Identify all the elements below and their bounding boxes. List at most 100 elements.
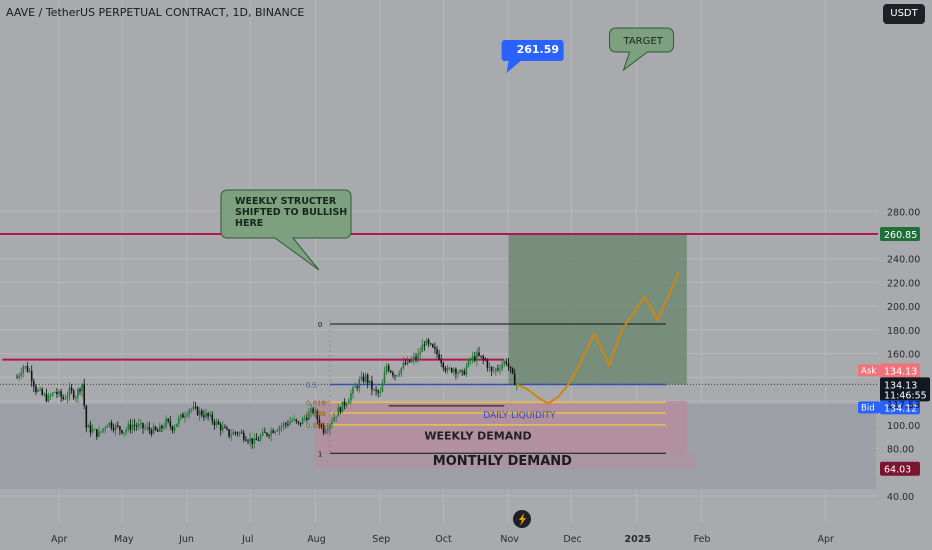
fib-label: 0.886 (306, 422, 327, 430)
candle-body (68, 387, 71, 396)
time-tick-label: May (114, 534, 134, 545)
candle-body (442, 362, 445, 368)
candle-body (497, 368, 499, 370)
fib-label: 0 (318, 321, 322, 329)
candle-body (413, 356, 415, 360)
candle-body (98, 431, 100, 437)
candle-body (238, 432, 241, 434)
price-axis[interactable]: 40.0080.00100.00120.00140.00160.00180.00… (858, 0, 932, 550)
candle-body (343, 401, 346, 406)
candle-body (177, 418, 180, 424)
candle-body (308, 412, 310, 420)
candle-body (400, 367, 403, 374)
candle-body (274, 431, 277, 433)
candle-body (318, 419, 321, 426)
candle-body (314, 411, 316, 413)
candle-body (203, 415, 205, 418)
candle-body (411, 359, 413, 363)
time-axis-background (0, 522, 932, 550)
candle-body (211, 414, 214, 422)
price-tick-label: 240.00 (887, 255, 920, 266)
candle-body (484, 358, 487, 361)
candle-body (66, 395, 69, 399)
fib-label: 0.5 (306, 381, 317, 389)
candle-body (93, 429, 96, 431)
candle-body (201, 410, 203, 416)
candle-body (123, 432, 125, 434)
candle-body (322, 425, 325, 433)
candle-body (337, 407, 340, 417)
time-axis[interactable]: Apr May Jun Jul Aug Sep Oct Nov Dec 2025 Feb Apr (0, 510, 932, 550)
candle-body (499, 368, 501, 370)
candle-body (492, 370, 495, 372)
candle-body (301, 418, 304, 425)
candle-body (425, 339, 428, 346)
weekly-demand-zone (315, 401, 687, 454)
candle-body (310, 408, 312, 413)
candle-body (316, 411, 319, 420)
projection-path (516, 272, 680, 405)
price-tick-label: 100.00 (887, 421, 920, 432)
candle-body (306, 417, 308, 420)
candle-body (222, 426, 224, 431)
candle-body (490, 366, 493, 372)
candle-body (438, 354, 440, 360)
time-tick-label: Jul (241, 534, 253, 545)
candle-body (184, 416, 186, 418)
candle-body (503, 361, 505, 365)
candle-body (169, 421, 172, 427)
candle-body (474, 356, 476, 361)
candle-body (471, 356, 474, 360)
candle-body (152, 426, 155, 434)
candle-body (102, 428, 104, 432)
candle-body (406, 359, 409, 365)
candle-body (253, 438, 256, 444)
candle-body (209, 414, 211, 417)
candle-body (150, 430, 153, 434)
currency-button[interactable]: USDT (883, 4, 925, 24)
candle-body (33, 381, 35, 387)
candle-body (205, 412, 207, 418)
candle-body (215, 421, 218, 425)
candle-body (39, 389, 41, 391)
candle-body (45, 394, 48, 402)
candle-body (16, 377, 18, 379)
candle-body (507, 363, 510, 367)
candle-body (280, 425, 283, 428)
candle-body (360, 376, 363, 380)
zones (0, 233, 876, 489)
candle-body (398, 373, 400, 376)
candle-body (104, 427, 106, 429)
candle-body (81, 383, 83, 392)
candle-body (364, 374, 367, 382)
levels (0, 232, 878, 454)
current-price-bg (880, 377, 930, 402)
candle-body (259, 435, 262, 441)
candle-body (232, 432, 235, 435)
candle-body (501, 364, 503, 369)
candle-body (495, 368, 497, 371)
candle-body (486, 360, 489, 368)
time-tick-label: 2025 (625, 534, 651, 545)
candle-body (64, 398, 67, 400)
candle-body (117, 425, 119, 427)
candle-body (293, 419, 295, 421)
symbol-title: AAVE / TetherUS PERPETUAL CONTRACT, 1D, … (6, 6, 305, 19)
candle-body (329, 424, 331, 429)
candle-body (26, 366, 29, 372)
candle-body (402, 362, 405, 368)
candle-body (133, 424, 136, 426)
ask-value-bg (880, 363, 920, 378)
candle-body (419, 352, 421, 354)
candle-body (60, 391, 62, 397)
candle-body (333, 417, 335, 422)
candle-body (482, 356, 484, 359)
candle-body (129, 424, 132, 430)
candle-body (49, 395, 52, 397)
candle-body (62, 396, 64, 400)
candle-body (354, 386, 356, 388)
candle-body (167, 419, 169, 422)
price-tick-label: 80.00 (887, 445, 914, 456)
candle-body (228, 429, 230, 437)
